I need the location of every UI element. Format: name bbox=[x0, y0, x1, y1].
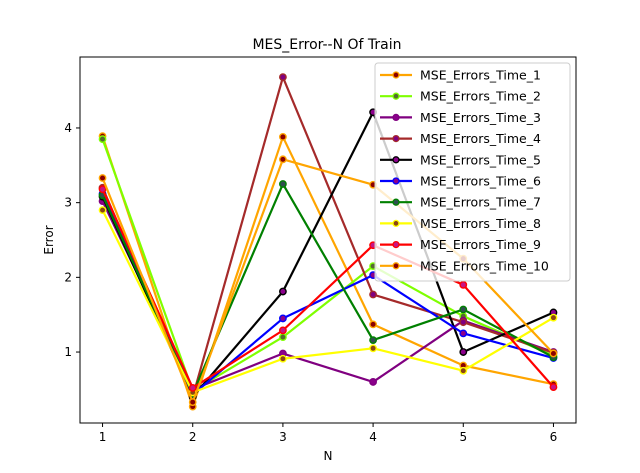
data-point bbox=[188, 398, 197, 406]
legend-label: MSE_Errors_Time_4 bbox=[420, 131, 541, 146]
x-axis: 1 2 3 4 5 6 bbox=[99, 423, 558, 444]
legend-label: MSE_Errors_Time_9 bbox=[420, 237, 541, 252]
x-tick-label: 6 bbox=[550, 430, 558, 444]
data-point bbox=[279, 314, 287, 323]
legend-label: MSE_Errors_Time_7 bbox=[420, 195, 541, 210]
legend-marker bbox=[392, 134, 400, 143]
y-tick-label: 4 bbox=[64, 121, 72, 135]
data-point bbox=[549, 313, 558, 322]
data-point bbox=[188, 383, 197, 392]
legend-marker bbox=[392, 177, 400, 185]
data-point bbox=[279, 354, 287, 363]
data-point bbox=[279, 155, 287, 164]
axes-frame bbox=[79, 56, 577, 424]
data-point bbox=[98, 185, 107, 194]
legend-marker bbox=[392, 219, 400, 228]
legend-entry: MSE_Errors_Time_10 bbox=[380, 258, 549, 273]
legend-label: MSE_Errors_Time_10 bbox=[420, 258, 549, 273]
chart-title: MES_Error--N Of Train bbox=[252, 37, 401, 53]
data-point bbox=[279, 180, 287, 188]
series-line bbox=[101, 200, 554, 391]
legend-label: MSE_Errors_Time_1 bbox=[420, 68, 541, 83]
data-point bbox=[98, 174, 107, 182]
legend-marker bbox=[392, 198, 400, 206]
data-point bbox=[369, 290, 377, 299]
legend-entry: MSE_Errors_Time_8 bbox=[380, 216, 541, 231]
legend-entry: MSE_Errors_Time_2 bbox=[380, 89, 541, 104]
y-axis-label: Error bbox=[42, 225, 56, 254]
data-point bbox=[459, 280, 468, 289]
data-point bbox=[459, 329, 468, 338]
data-point bbox=[459, 366, 468, 375]
series-9 bbox=[98, 185, 558, 392]
legend-marker bbox=[392, 113, 400, 122]
legend: MSE_Errors_Time_1 MSE_Errors_Time_2 MSE_Er… bbox=[374, 62, 571, 282]
x-tick-label: 5 bbox=[459, 430, 467, 444]
legend-marker bbox=[392, 240, 400, 249]
legend-label: MSE_Errors_Time_3 bbox=[420, 110, 541, 125]
x-tick-label: 1 bbox=[99, 430, 107, 444]
data-point bbox=[279, 133, 287, 141]
series-line bbox=[101, 188, 555, 389]
legend-label: MSE_Errors_Time_5 bbox=[420, 152, 541, 167]
data-point bbox=[279, 73, 287, 82]
data-point bbox=[459, 348, 468, 356]
data-point bbox=[549, 383, 558, 392]
y-tick-label: 2 bbox=[64, 270, 72, 284]
x-tick-label: 2 bbox=[189, 430, 197, 444]
legend-label: MSE_Errors_Time_8 bbox=[420, 216, 541, 231]
data-point bbox=[98, 135, 107, 144]
series-line bbox=[101, 138, 554, 392]
y-tick-label: 1 bbox=[64, 345, 72, 359]
legend-entry: MSE_Errors_Time_3 bbox=[380, 110, 541, 125]
legend-marker bbox=[392, 156, 400, 164]
legend-entry: MSE_Errors_Time_5 bbox=[380, 152, 541, 167]
legend-box bbox=[374, 62, 571, 282]
data-point bbox=[369, 320, 377, 329]
data-point bbox=[459, 318, 468, 327]
data-point bbox=[549, 349, 558, 358]
data-point bbox=[459, 305, 468, 314]
data-point bbox=[279, 333, 287, 342]
legend-entry: MSE_Errors_Time_9 bbox=[380, 237, 541, 252]
data-point bbox=[98, 206, 107, 215]
data-point bbox=[279, 287, 287, 296]
legend-entry: MSE_Errors_Time_4 bbox=[380, 131, 541, 146]
legend-label: MSE_Errors_Time_2 bbox=[420, 89, 541, 104]
legend-entry: MSE_Errors_Time_6 bbox=[380, 174, 541, 189]
legend-entry: MSE_Errors_Time_7 bbox=[380, 195, 541, 210]
legend-marker bbox=[392, 262, 400, 270]
legend-entry: MSE_Errors_Time_1 bbox=[380, 68, 541, 83]
data-point bbox=[369, 378, 377, 386]
data-point bbox=[369, 336, 377, 344]
y-tick-label: 3 bbox=[64, 196, 72, 210]
legend-marker bbox=[392, 92, 400, 100]
x-axis-label: N bbox=[324, 449, 333, 463]
plot-area bbox=[98, 73, 558, 411]
x-tick-label: 4 bbox=[369, 430, 377, 444]
legend-label: MSE_Errors_Time_6 bbox=[420, 174, 541, 189]
x-tick-label: 3 bbox=[279, 430, 287, 444]
y-axis: 1 2 3 4 bbox=[64, 121, 80, 359]
legend-marker bbox=[392, 71, 400, 79]
data-point bbox=[279, 326, 287, 335]
data-point bbox=[369, 344, 377, 353]
